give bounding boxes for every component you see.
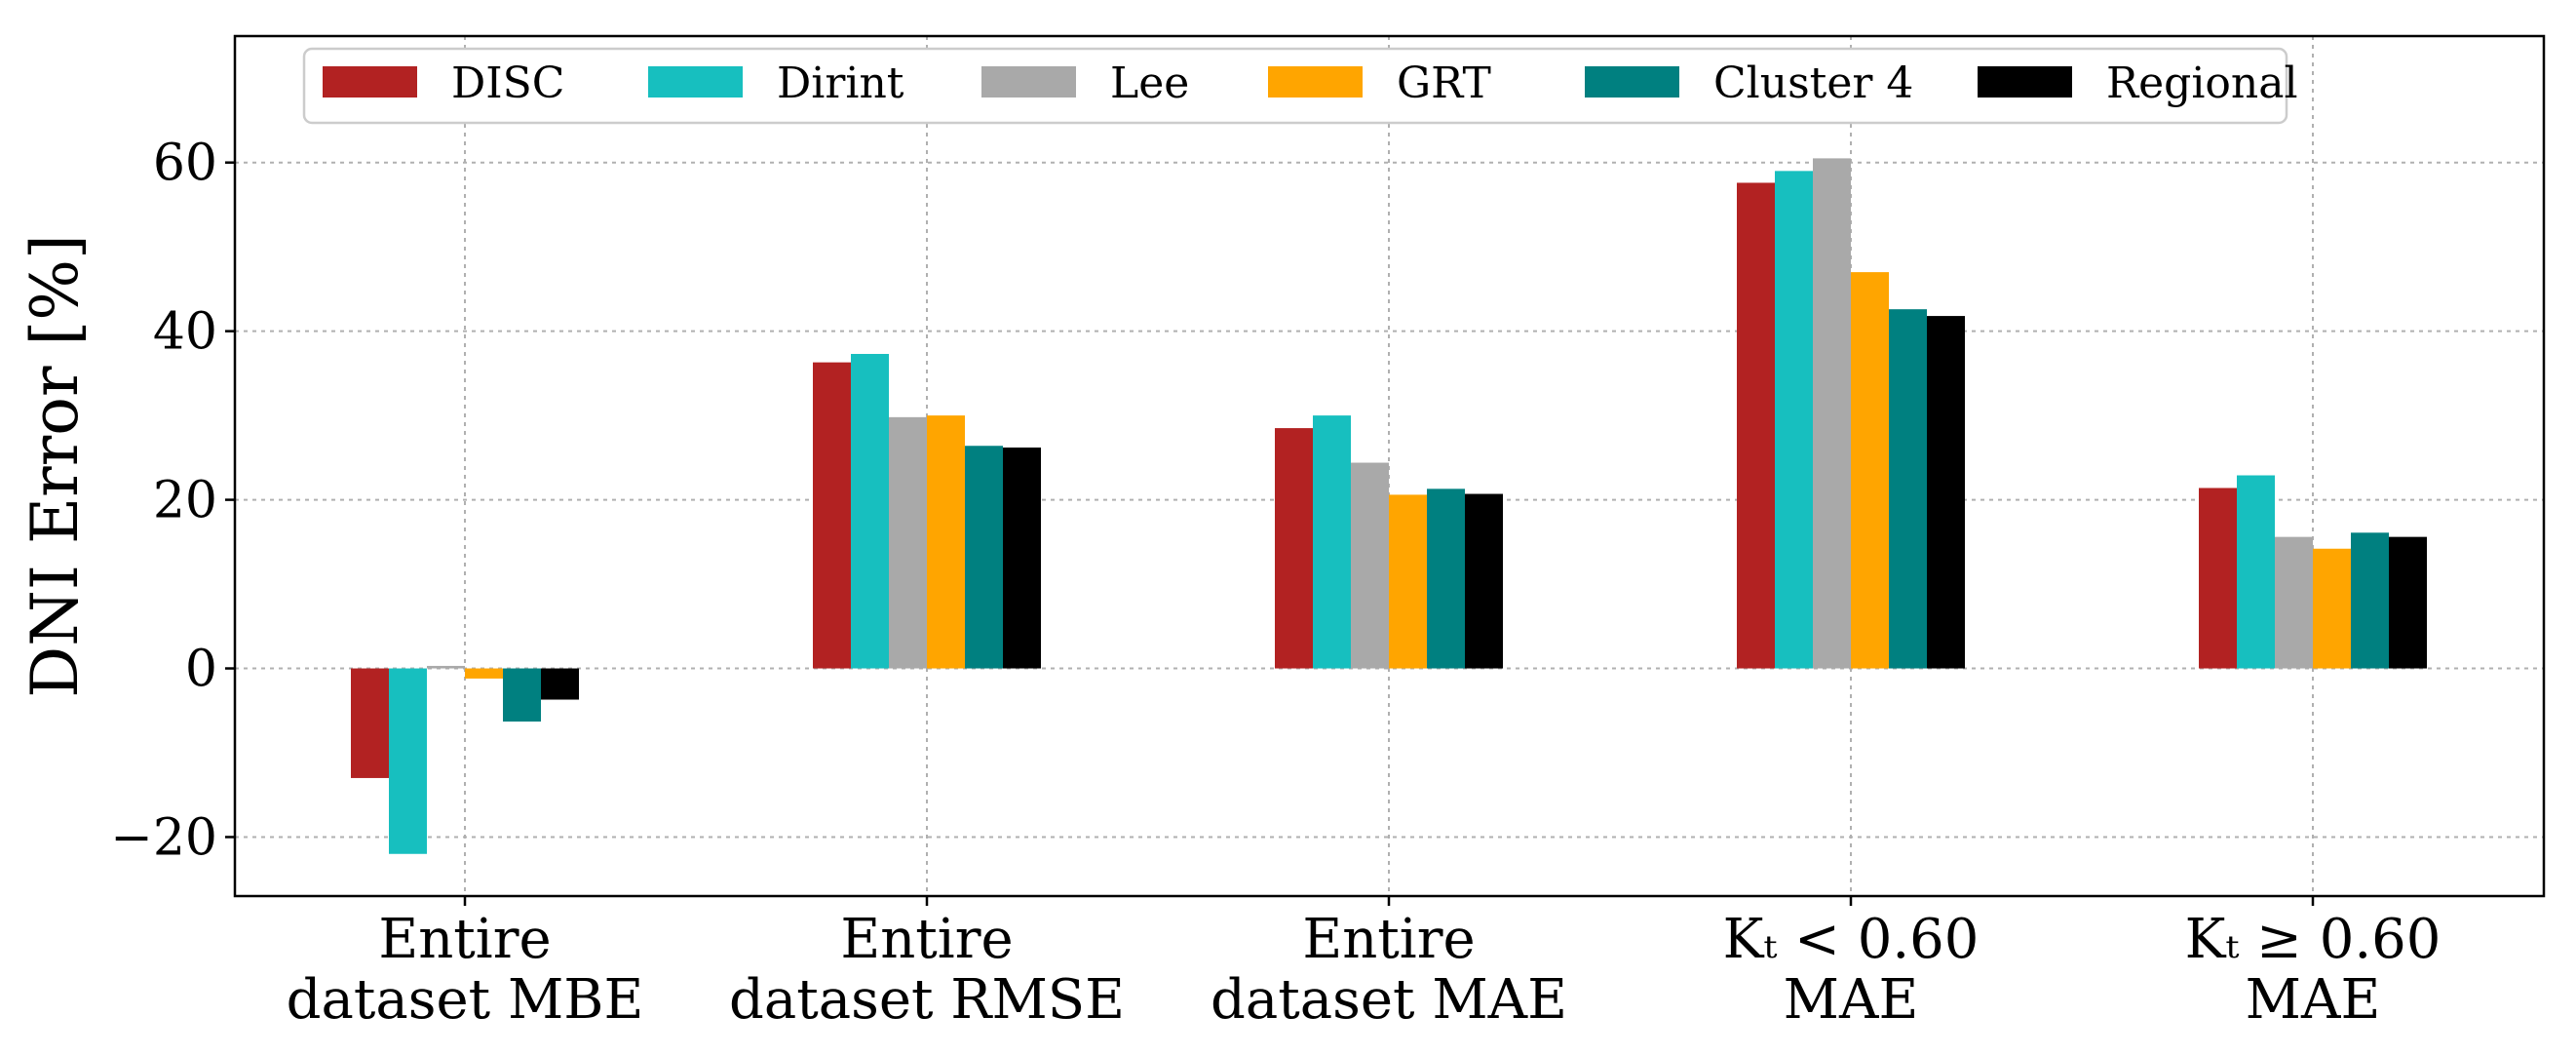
bar (813, 362, 851, 669)
bar (889, 416, 927, 669)
legend-label: GRT (1397, 59, 1491, 108)
bar (1427, 488, 1465, 669)
y-axis-ticks: −20 0 20 40 60 (110, 135, 235, 867)
bar (351, 668, 389, 778)
legend-label: Regional (2106, 59, 2298, 108)
bar (1003, 447, 1041, 669)
bar (2275, 536, 2313, 669)
legend-label: Lee (1110, 59, 1189, 108)
x-tick-label: dataset RMSE (729, 968, 1125, 1032)
x-tick-label: Entire (1302, 908, 1475, 971)
bar (1389, 494, 1427, 669)
x-tick-label: Kₜ ≥ 0.60 (2185, 908, 2441, 971)
bar (851, 353, 889, 669)
legend-label: Cluster 4 (1713, 59, 1913, 108)
bar (2237, 475, 2275, 669)
legend-swatch (1585, 66, 1679, 98)
x-tick-label: dataset MBE (287, 968, 644, 1032)
legend-swatch (981, 66, 1076, 98)
x-tick-label: Kₜ < 0.60 (1723, 908, 1980, 971)
legend-swatch (323, 66, 417, 98)
bar (1889, 309, 1927, 669)
legend-swatch (1978, 66, 2072, 98)
x-tick-label: Entire (840, 908, 1013, 971)
y-tick-label: 60 (153, 135, 217, 193)
bar (1351, 462, 1389, 669)
bar (503, 668, 541, 723)
bar (1775, 171, 1813, 669)
bar (1851, 272, 1889, 669)
y-tick-label: 0 (185, 641, 217, 699)
bar (927, 415, 965, 669)
bar (1927, 316, 1965, 669)
bar (1275, 428, 1313, 669)
bar (1737, 182, 1775, 669)
bar (2389, 536, 2427, 669)
legend-label: Dirint (777, 59, 904, 108)
legend-swatch (648, 66, 743, 98)
bar (2313, 548, 2351, 669)
bar (465, 668, 503, 679)
y-tick-label: 40 (153, 303, 217, 362)
y-tick-label: −20 (110, 808, 217, 867)
legend-label: DISC (451, 59, 564, 108)
y-axis-label: DNI Error [%] (18, 234, 93, 697)
bar (2351, 532, 2389, 669)
legend: DISC Dirint Lee GRT Cluster 4 Regional (302, 47, 2298, 125)
grid (235, 36, 2544, 896)
bar (1465, 493, 1503, 669)
legend-swatch (1268, 66, 1363, 98)
bar (1813, 158, 1851, 669)
bar (389, 668, 427, 854)
x-tick-label: MAE (2246, 968, 2381, 1032)
bar (1313, 415, 1351, 669)
x-tick-label: MAE (1784, 968, 1919, 1032)
bar (2199, 488, 2237, 669)
bars (351, 158, 2427, 854)
y-tick-label: 20 (153, 472, 217, 530)
bar (965, 446, 1003, 669)
bar (541, 668, 579, 700)
x-tick-label: dataset MAE (1211, 968, 1567, 1032)
x-tick-label: Entire (378, 908, 551, 971)
bar (427, 665, 465, 669)
